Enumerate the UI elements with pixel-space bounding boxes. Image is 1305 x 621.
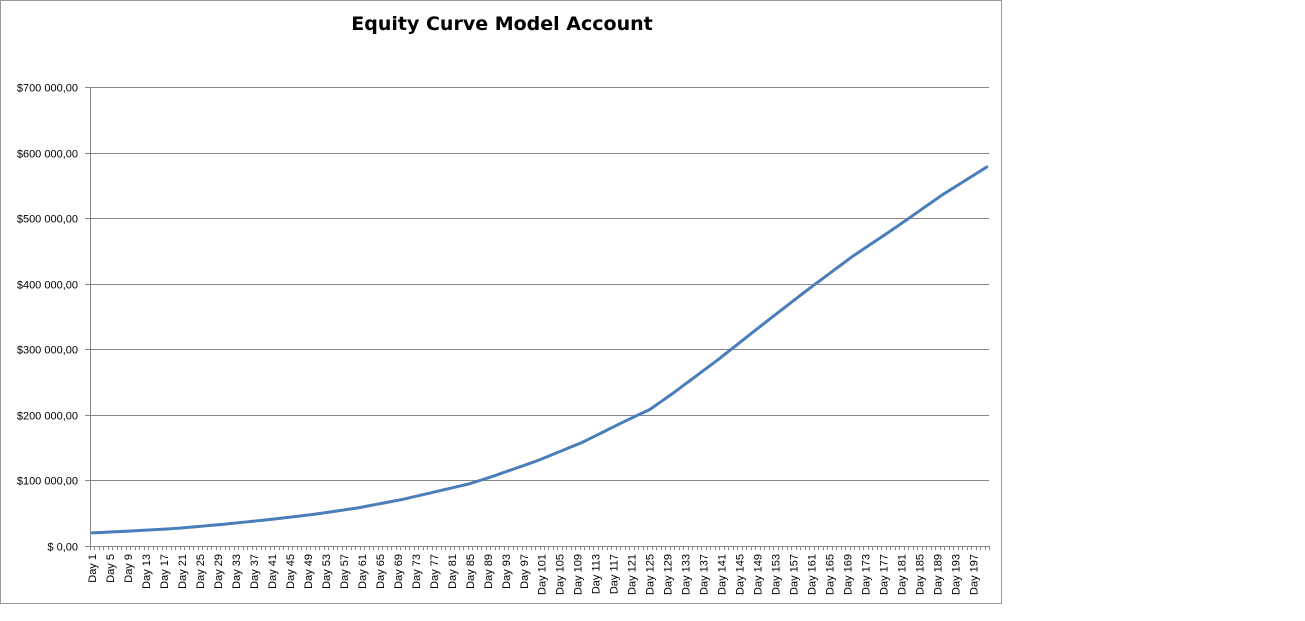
x-tick-label: Day 109 xyxy=(573,554,585,595)
x-tick-label: Day 137 xyxy=(699,554,711,595)
y-tick-label: $200 000,00 xyxy=(17,411,78,423)
x-tick-label: Day 121 xyxy=(627,554,639,595)
y-tick-label: $100 000,00 xyxy=(17,476,78,488)
x-tick-label: Day 153 xyxy=(771,554,783,595)
x-tick-label: Day 165 xyxy=(824,554,836,595)
x-tick-label: Day 5 xyxy=(105,554,117,583)
x-tick-label: Day 193 xyxy=(950,554,962,595)
y-tick-label: $700 000,00 xyxy=(17,83,78,95)
x-tick-label: Day 129 xyxy=(663,554,675,595)
y-tick-label: $300 000,00 xyxy=(17,345,78,357)
x-tick-label: Day 169 xyxy=(842,554,854,595)
series-line xyxy=(90,165,989,535)
x-tick-label: Day 113 xyxy=(591,554,603,594)
x-tick-label: Day 9 xyxy=(123,554,135,583)
x-tick-label: Day 125 xyxy=(645,554,657,595)
y-tick-label: $500 000,00 xyxy=(17,214,78,226)
x-tick-label: Day 41 xyxy=(267,554,279,589)
x-tick-label: Day 189 xyxy=(932,554,944,595)
x-tick-label: Day 101 xyxy=(537,554,549,595)
x-tick-label: Day 89 xyxy=(483,554,495,589)
x-tick-label: Day 157 xyxy=(789,554,801,595)
y-tick-label: $400 000,00 xyxy=(17,280,78,292)
x-tick-label: Day 29 xyxy=(213,554,225,589)
x-tick-label: Day 13 xyxy=(141,554,153,589)
series-layer xyxy=(90,165,989,535)
x-tick-label: Day 141 xyxy=(717,554,729,595)
x-tick-labels: Day 1 Day 5 Day 9 Day 13 Day 17 Day 21 Day 25 D… xyxy=(87,554,980,595)
gridlines xyxy=(90,87,989,481)
y-tick-label: $600 000,00 xyxy=(17,149,78,161)
x-tick-label: Day 61 xyxy=(357,554,369,589)
x-tick-label: Day 161 xyxy=(806,554,818,595)
x-tick-label: Day 17 xyxy=(159,554,171,589)
x-tick-label: Day 57 xyxy=(339,554,351,589)
x-tick-label: Day 181 xyxy=(896,554,908,595)
x-tick-label: Day 1 xyxy=(87,554,99,583)
x-tick-label: Day 33 xyxy=(231,554,243,589)
x-tick-label: Day 73 xyxy=(411,554,423,589)
x-tick-label: Day 85 xyxy=(465,554,477,589)
chart-title: Equity Curve Model Account xyxy=(351,13,653,35)
x-tick-label: Day 197 xyxy=(968,554,980,595)
x-tick-label: Day 21 xyxy=(177,554,189,589)
x-tick-label: Day 93 xyxy=(501,554,513,589)
x-tick-label: Day 37 xyxy=(249,554,261,589)
x-tick-label: Day 145 xyxy=(735,554,747,595)
chart-area: Equity Curve Model Account $ 0,00 $100 00… xyxy=(0,0,1002,604)
x-tick-label: Day 49 xyxy=(303,554,315,589)
x-tick-label: Day 177 xyxy=(878,554,890,595)
x-tick-label: Day 173 xyxy=(860,554,872,595)
chart-plot: $ 0,00 $100 000,00 $200 000,00 $300 000,00 $… xyxy=(17,83,990,595)
x-tick-label: Day 185 xyxy=(914,554,926,595)
y-tick-label: $ 0,00 xyxy=(47,542,78,554)
x-tick-label: Day 25 xyxy=(195,554,207,589)
y-tick-labels: $ 0,00 $100 000,00 $200 000,00 $300 000,00 $… xyxy=(17,83,78,554)
x-tick-label: Day 105 xyxy=(555,554,567,595)
x-tick-label: Day 117 xyxy=(609,554,621,594)
x-tick-label: Day 149 xyxy=(753,554,765,595)
x-tick-label: Day 133 xyxy=(681,554,693,595)
x-tick-label: Day 97 xyxy=(519,554,531,589)
axes xyxy=(85,87,990,550)
x-tick-label: Day 65 xyxy=(375,554,387,589)
x-tick-label: Day 45 xyxy=(285,554,297,589)
x-tick-label: Day 53 xyxy=(321,554,333,589)
x-tick-label: Day 69 xyxy=(393,554,405,589)
x-tick-label: Day 81 xyxy=(447,554,459,589)
x-tick-label: Day 77 xyxy=(429,554,441,589)
